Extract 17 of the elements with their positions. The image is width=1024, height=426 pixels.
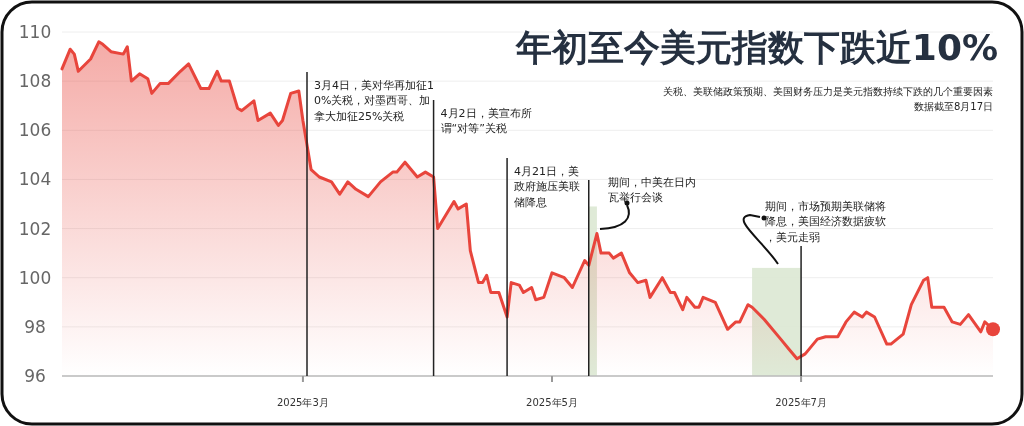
y-tick-label: 106: [18, 120, 52, 141]
y-tick-label: 96: [24, 366, 46, 386]
chart-title: 年初至今美元指数下跌近10%: [514, 27, 998, 68]
ref-line-label: 4月2日，美宣布所谓“对等”关税: [440, 107, 532, 136]
x-tick-label: 2025年7月: [775, 397, 827, 408]
y-tick-label: 104: [18, 169, 52, 190]
y-tick-label: 110: [18, 22, 52, 42]
ref-line-label: 4月21日，美政府施压美联储降息: [514, 165, 581, 209]
x-tick-label: 2025年5月: [526, 397, 578, 408]
annotation: 数据截至8月17日: [913, 101, 993, 112]
ref-line-label: 3月4日，美对华再加征10%关税，对墨西哥、加拿大加征25%关税: [314, 79, 434, 123]
text: 关税、美联储政策预期、美国财务压力是美元指数持续下跌的几个重要因素: [663, 86, 993, 97]
y-tick-label: 100: [18, 267, 52, 288]
y-tick-label: 98: [24, 316, 46, 337]
x-tick-label: 2025年3月: [277, 397, 329, 408]
y-tick-label: 102: [18, 218, 52, 239]
y-tick-label: 108: [18, 71, 52, 92]
